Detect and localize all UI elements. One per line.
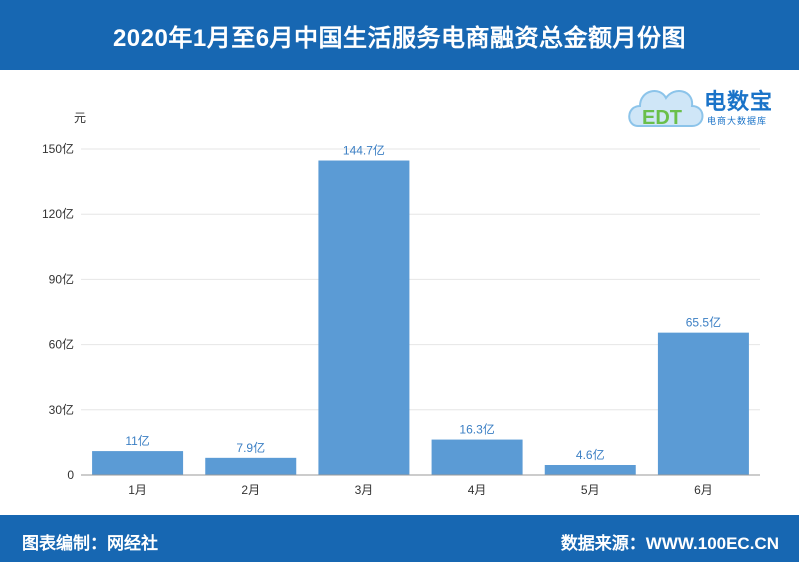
y-axis-ticks: 0 30亿 60亿 90亿 120亿 150亿: [42, 141, 74, 482]
bars: [92, 160, 749, 475]
x-tick-label: 5月: [581, 483, 600, 497]
y-tick-label: 0: [67, 468, 74, 482]
x-axis-ticks: 1月 2月 3月 4月 5月 6月: [128, 483, 713, 497]
brand-logo: EDT 电数宝 电商大数据库: [628, 76, 798, 138]
bar-chart: 0 30亿 60亿 90亿 120亿 150亿 11亿 7.9亿 144.7亿 16.3亿 4.6…: [42, 111, 760, 497]
footer-source: 数据来源：WWW.100EC.CN: [560, 534, 779, 553]
data-label: 7.9亿: [236, 440, 265, 455]
logo-mark: EDT: [642, 107, 682, 129]
y-tick-label: 90亿: [49, 271, 74, 286]
y-axis-unit: 元: [74, 111, 86, 125]
footer-bar: 图表编制：网经社 数据来源：WWW.100EC.CN: [0, 515, 799, 562]
x-tick-label: 3月: [355, 483, 374, 497]
logo-subtitle: 电商大数据库: [707, 116, 768, 126]
logo-name: 电数宝: [704, 89, 774, 114]
x-tick-label: 1月: [128, 483, 147, 497]
y-tick-label: 60亿: [49, 337, 74, 352]
cloud-logo-icon: EDT: [628, 90, 704, 129]
data-label: 65.5亿: [686, 315, 721, 330]
data-labels: 11亿 7.9亿 144.7亿 16.3亿 4.6亿 65.5亿: [125, 143, 721, 462]
bar-2月: [205, 457, 297, 475]
y-tick-label: 30亿: [49, 402, 74, 417]
x-tick-label: 2月: [241, 483, 260, 497]
data-label: 4.6亿: [576, 447, 605, 462]
grid-lines: [81, 148, 760, 411]
y-tick-label: 150亿: [42, 141, 74, 156]
x-tick-label: 6月: [694, 483, 713, 497]
data-label: 144.7亿: [343, 143, 385, 158]
y-tick-label: 120亿: [42, 206, 74, 221]
chart-title-bar: 2020年1月至6月中国生活服务电商融资总金额月份图: [0, 0, 799, 70]
chart-title: 2020年1月至6月中国生活服务电商融资总金额月份图: [112, 24, 687, 52]
bar-4月: [431, 439, 523, 475]
x-tick-label: 4月: [468, 483, 487, 497]
footer-credit: 图表编制：网经社: [22, 534, 158, 553]
bar-5月: [544, 465, 636, 475]
data-label: 16.3亿: [459, 422, 494, 437]
bar-6月: [657, 332, 749, 475]
data-label: 11亿: [125, 433, 149, 448]
bar-1月: [92, 451, 184, 475]
bar-3月: [318, 160, 410, 475]
